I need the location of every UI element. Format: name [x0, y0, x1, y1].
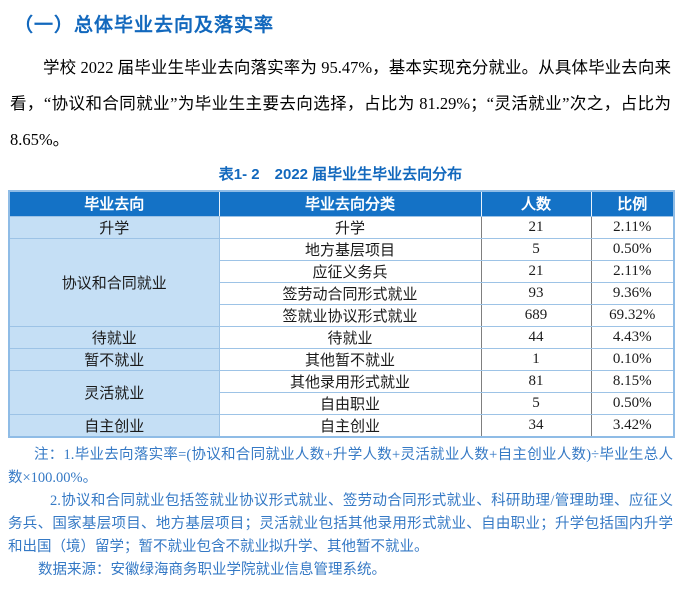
table-row: 待就业 待就业 44 4.43%	[9, 326, 674, 349]
table-row: 签劳动合同形式就业 93 9.36%	[9, 282, 674, 305]
ratio-cell: 69.32%	[591, 304, 674, 327]
category-cell: 自主创业	[9, 414, 220, 437]
count-cell: 21	[481, 216, 592, 239]
note-formula: 注：1.毕业去向落实率=(协议和合同就业人数+升学人数+灵活就业人数+自主创业人…	[8, 446, 673, 486]
header-count: 人数	[480, 191, 591, 217]
table-row: 应征义务兵 21 2.11%	[9, 260, 674, 283]
type-cell: 自由职业	[219, 392, 482, 415]
table-header-row: 毕业去向 毕业去向分类 人数 比例	[9, 191, 674, 217]
ratio-cell: 0.50%	[591, 392, 674, 415]
table-row: 升学 升学 21 2.11%	[9, 216, 674, 239]
table-row: 协议和合同就业 地方基层项目 5 0.50%	[9, 238, 674, 327]
ratio-cell: 0.50%	[591, 238, 674, 261]
count-cell: 1	[481, 348, 592, 371]
graduation-destination-table: 毕业去向 毕业去向分类 人数 比例 升学 升学 21 2.11% 协议和合同就业…	[8, 190, 675, 438]
category-cell: 协议和合同就业	[9, 238, 220, 327]
ratio-cell: 2.11%	[591, 216, 674, 239]
table-row: 签就业协议形式就业 689 69.32%	[9, 304, 674, 327]
type-cell: 地方基层项目	[219, 238, 482, 261]
type-cell: 升学	[219, 216, 482, 239]
category-cell: 待就业	[9, 326, 220, 349]
count-cell: 5	[481, 392, 592, 415]
type-cell: 签劳动合同形式就业	[219, 282, 482, 305]
type-cell: 其他暂不就业	[219, 348, 482, 371]
ratio-cell: 3.42%	[591, 414, 674, 437]
ratio-cell: 8.15%	[591, 370, 674, 393]
table-row: 暂不就业 其他暂不就业 1 0.10%	[9, 348, 674, 371]
type-cell: 签就业协议形式就业	[219, 304, 482, 327]
ratio-cell: 9.36%	[591, 282, 674, 305]
ratio-cell: 4.43%	[591, 326, 674, 349]
count-cell: 81	[481, 370, 592, 393]
type-cell: 其他录用形式就业	[219, 370, 482, 393]
header-destination: 毕业去向	[9, 191, 219, 217]
count-cell: 34	[481, 414, 592, 437]
table-row: 自主创业 自主创业 34 3.42%	[9, 414, 674, 437]
count-cell: 689	[481, 304, 592, 327]
section-heading: （一）总体毕业去向及落实率	[14, 15, 275, 36]
header-ratio: 比例	[590, 191, 674, 217]
note-definitions: 2.协议和合同就业包括签就业协议形式就业、签劳动合同形式就业、科研助理/管理助理…	[8, 492, 673, 555]
count-cell: 93	[481, 282, 592, 305]
ratio-cell: 0.10%	[591, 348, 674, 371]
table-notes: 注：1.毕业去向落实率=(协议和合同就业人数+升学人数+灵活就业人数+自主创业人…	[8, 444, 673, 582]
type-cell: 应征义务兵	[219, 260, 482, 283]
category-cell: 暂不就业	[9, 348, 220, 371]
count-cell: 44	[481, 326, 592, 349]
header-category: 毕业去向分类	[218, 191, 481, 217]
category-cell: 升学	[9, 216, 220, 239]
intro-paragraph: 学校 2022 届毕业生毕业去向落实率为 95.47%，基本实现充分就业。从具体…	[10, 58, 671, 149]
count-cell: 5	[481, 238, 592, 261]
category-cell: 灵活就业	[9, 370, 220, 415]
table-row: 自由职业 5 0.50%	[9, 392, 674, 415]
ratio-cell: 2.11%	[591, 260, 674, 283]
data-source: 数据来源：安徽绿海商务职业学院就业信息管理系统。	[38, 561, 386, 578]
type-cell: 待就业	[219, 326, 482, 349]
table-title: 表1- 2 2022 届毕业生毕业去向分布	[218, 166, 463, 183]
table-row: 灵活就业 其他录用形式就业 81 8.15%	[9, 370, 674, 415]
count-cell: 21	[481, 260, 592, 283]
type-cell: 自主创业	[219, 414, 482, 437]
